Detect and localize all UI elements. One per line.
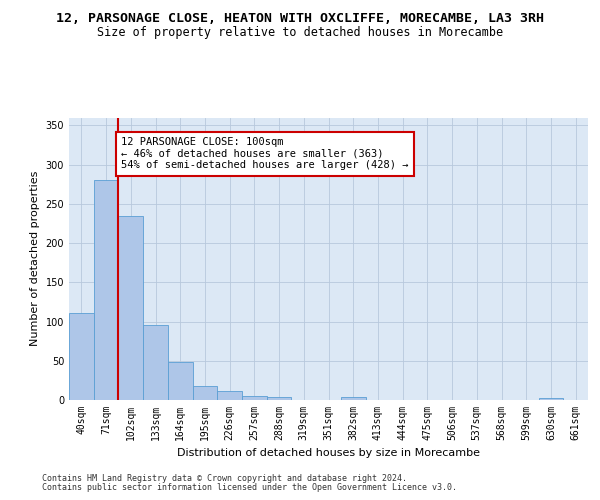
Bar bbox=[217, 392, 242, 400]
Bar bbox=[69, 313, 94, 400]
Bar bbox=[267, 397, 292, 400]
X-axis label: Distribution of detached houses by size in Morecambe: Distribution of detached houses by size … bbox=[177, 448, 480, 458]
Text: 12, PARSONAGE CLOSE, HEATON WITH OXCLIFFE, MORECAMBE, LA3 3RH: 12, PARSONAGE CLOSE, HEATON WITH OXCLIFF… bbox=[56, 12, 544, 26]
Bar bbox=[341, 397, 365, 400]
Bar bbox=[193, 386, 217, 400]
Bar bbox=[118, 216, 143, 400]
Y-axis label: Number of detached properties: Number of detached properties bbox=[30, 171, 40, 346]
Bar bbox=[539, 398, 563, 400]
Text: 12 PARSONAGE CLOSE: 100sqm
← 46% of detached houses are smaller (363)
54% of sem: 12 PARSONAGE CLOSE: 100sqm ← 46% of deta… bbox=[121, 137, 409, 170]
Bar bbox=[242, 396, 267, 400]
Text: Size of property relative to detached houses in Morecambe: Size of property relative to detached ho… bbox=[97, 26, 503, 39]
Bar bbox=[168, 362, 193, 400]
Text: Contains HM Land Registry data © Crown copyright and database right 2024.: Contains HM Land Registry data © Crown c… bbox=[42, 474, 407, 483]
Text: Contains public sector information licensed under the Open Government Licence v3: Contains public sector information licen… bbox=[42, 484, 457, 492]
Bar bbox=[143, 326, 168, 400]
Bar bbox=[94, 180, 118, 400]
